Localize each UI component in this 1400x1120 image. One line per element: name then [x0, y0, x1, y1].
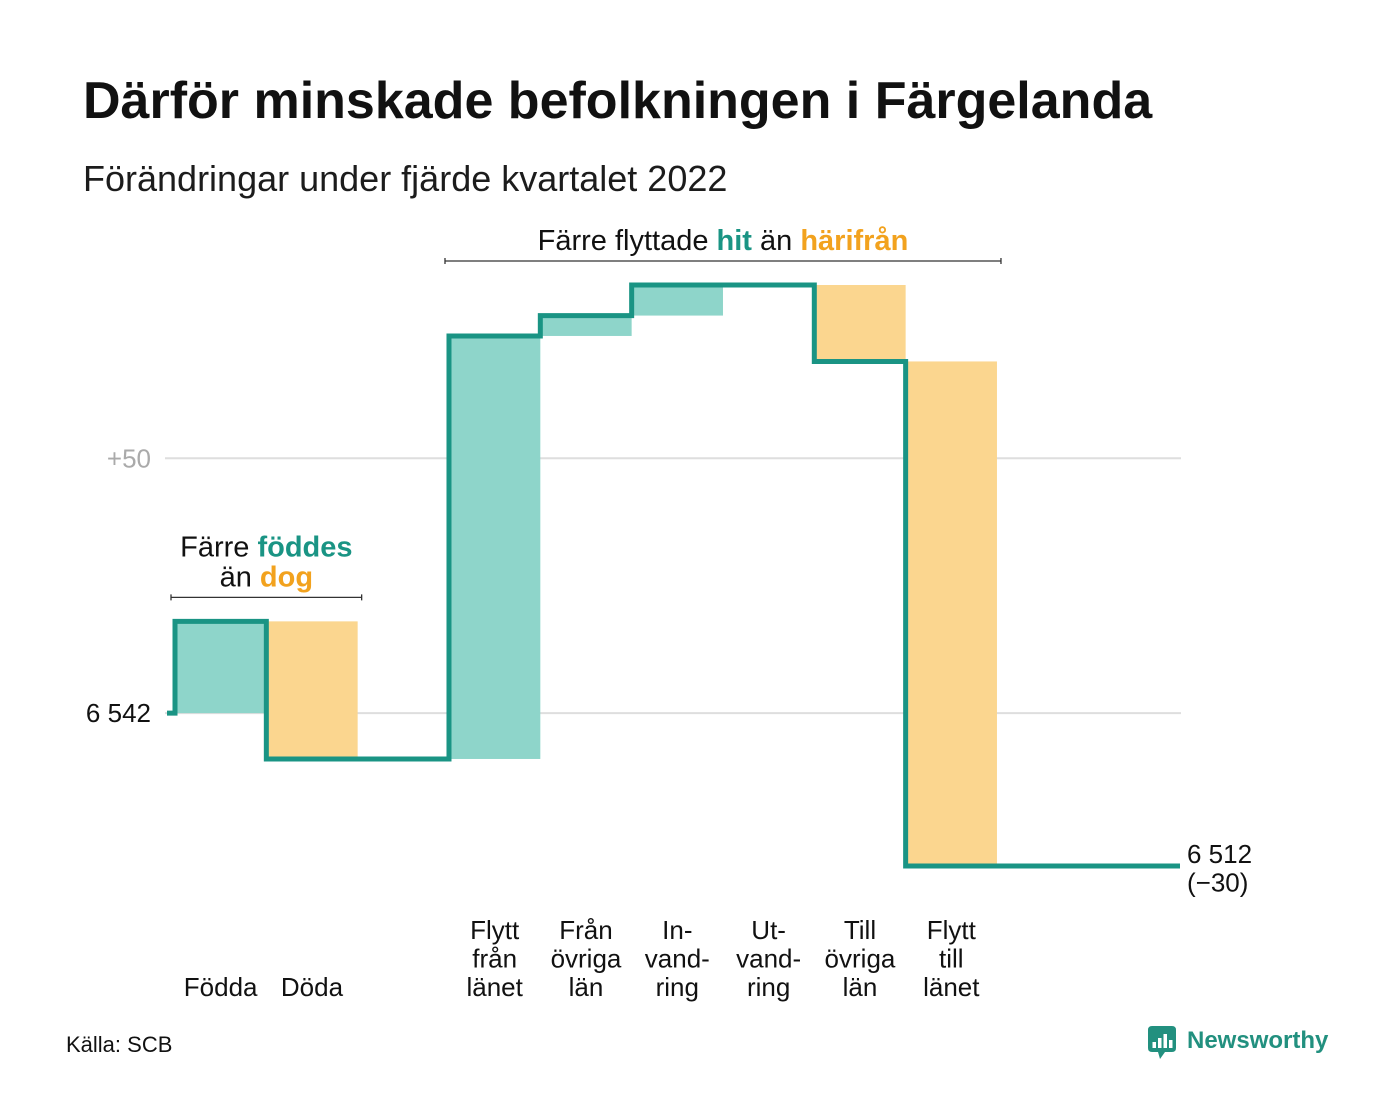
- category-label-line: län: [569, 972, 604, 1002]
- bar-till-ovriga-lan: [814, 285, 906, 362]
- logo-bar-mark: [1158, 1038, 1162, 1048]
- end-change-label: (−30): [1187, 868, 1248, 898]
- annotation-line: Färre flyttade hit än härifrån: [538, 225, 909, 257]
- category-label-fodda: Födda: [184, 972, 258, 1002]
- category-label-line: Från: [559, 915, 612, 945]
- annotation-line: än dog: [220, 561, 313, 593]
- annotation-text: Färre: [180, 531, 249, 563]
- category-label-fran-ovriga-lan: Från övriga län: [551, 915, 622, 1002]
- brand-name: Newsworthy: [1187, 1027, 1329, 1054]
- bar-flytt-till-lanet: [905, 361, 997, 866]
- logo-bar-mark: [1152, 1042, 1156, 1048]
- group-bracket: [444, 258, 1002, 264]
- category-label-flytt-fran-lanet: Flytt från länet: [466, 915, 523, 1002]
- category-label-line: vand-: [645, 944, 710, 974]
- level-step-line: [167, 282, 1180, 869]
- category-label-line: In-: [662, 915, 692, 945]
- newsworthy-logo: Newsworthy: [1148, 1026, 1329, 1059]
- category-label-line: Ut-: [751, 915, 786, 945]
- annotation-highlight: föddes: [257, 531, 352, 563]
- annotation-line: Färre föddes: [180, 531, 352, 563]
- bar-chart-bubble-icon: [1148, 1026, 1176, 1059]
- end-label: 6 512 (−30): [1187, 839, 1252, 898]
- category-label-flytt-till-lanet: Flytt till länet: [923, 915, 980, 1002]
- annotation-text: än: [220, 561, 252, 593]
- chart-subtitle: Förändringar under fjärde kvartalet 2022: [83, 158, 727, 199]
- annotation-highlight: dog: [260, 561, 313, 593]
- bar-invandring: [631, 285, 723, 316]
- bar-doda: [266, 621, 358, 759]
- logo-bar-mark: [1169, 1040, 1173, 1048]
- category-label-line: övriga: [825, 944, 896, 974]
- category-label-line: län: [843, 972, 878, 1002]
- source-note: Källa: SCB: [66, 1032, 172, 1057]
- category-label-line: övriga: [551, 944, 622, 974]
- end-value-label: 6 512: [1187, 839, 1252, 869]
- category-label-line: Flytt: [927, 915, 977, 945]
- category-label-line: Födda: [184, 972, 258, 1002]
- category-label-utvandring: Ut-vand-ring: [736, 915, 801, 1002]
- category-label-line: ring: [747, 972, 790, 1002]
- category-label-doda: Döda: [281, 972, 344, 1002]
- annotation-highlight: hit: [717, 225, 753, 257]
- category-label-till-ovriga-lan: Till övriga län: [825, 915, 896, 1002]
- annotation-text: än: [760, 225, 792, 257]
- category-label-line: Flytt: [470, 915, 520, 945]
- y-tick-label: +50: [107, 443, 151, 473]
- category-label-line: Döda: [281, 972, 344, 1002]
- category-label-line: vand-: [736, 944, 801, 974]
- category-label-line: Till: [844, 915, 876, 945]
- category-label-line: ring: [656, 972, 699, 1002]
- bar-flytt-fran-lanet: [448, 335, 541, 759]
- category-label-line: till: [939, 944, 964, 974]
- group-annotation: Färre flyttade hit än härifrån: [444, 225, 1002, 264]
- chart-title: Därför minskade befolkningen i Färgeland…: [83, 72, 1153, 130]
- category-label-line: från: [472, 944, 517, 974]
- logo-bar-mark: [1163, 1034, 1167, 1048]
- annotation-highlight: härifrån: [800, 225, 908, 257]
- bar-fran-ovriga-lan: [540, 315, 632, 336]
- category-label-line: länet: [466, 972, 523, 1002]
- category-label-line: länet: [923, 972, 980, 1002]
- logo-bubble-shape: [1148, 1026, 1176, 1059]
- group-bracket: [170, 594, 363, 601]
- y-tick-label: 6 542: [86, 698, 151, 728]
- annotation-text: Färre flyttade: [538, 225, 709, 257]
- waterfall-bars: [175, 285, 997, 866]
- bar-fodda: [175, 621, 267, 714]
- category-label-invandring: In-vand-ring: [645, 915, 710, 1002]
